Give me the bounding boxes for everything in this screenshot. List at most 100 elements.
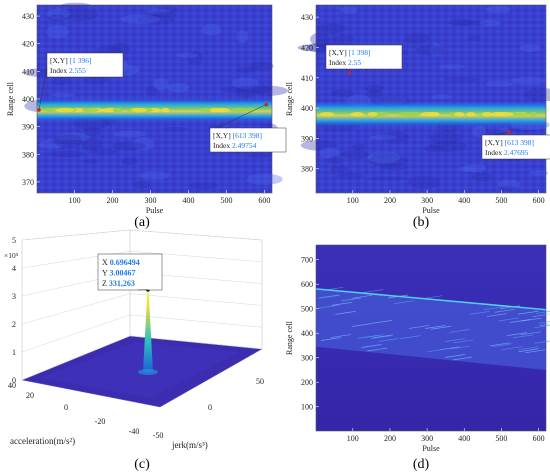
noise-blob <box>121 157 139 165</box>
noise-blob <box>405 32 431 44</box>
band-leading-edge <box>315 288 547 311</box>
band-streak <box>319 294 340 299</box>
datatip-b1-xy-label: [X,Y] <box>329 48 349 57</box>
noise-blob <box>415 44 444 56</box>
noise-blob <box>407 175 441 189</box>
noise-blob <box>81 137 102 151</box>
z-grid <box>21 314 131 353</box>
datatip-a2-xy-label: [X,Y] <box>213 131 233 140</box>
caption-d: (d) <box>413 457 430 472</box>
captions: (a) (b) (c) (d) <box>134 215 429 472</box>
noise-blob <box>499 185 517 191</box>
band-peak <box>350 111 365 117</box>
y-tick-label: 600 <box>301 280 313 289</box>
z-grid <box>129 335 263 350</box>
band-streak <box>518 310 539 315</box>
band-streak <box>494 308 515 313</box>
x-axis-label: Pulse <box>146 206 164 215</box>
noise-blob <box>463 164 487 172</box>
band-streak <box>534 340 550 344</box>
peak-datatip-label: X <box>102 258 110 267</box>
noise-blob <box>485 80 514 87</box>
datatip-b2-index: Index 2.47695 <box>485 148 529 157</box>
band-streak <box>341 297 362 302</box>
x-tick-label: 600 <box>258 196 270 205</box>
band-streak <box>408 325 429 329</box>
band-peak <box>319 111 335 117</box>
x-tick-label: 200 <box>107 196 119 205</box>
plot-frame <box>315 244 547 432</box>
datatip-b2-box <box>481 134 550 160</box>
datatip-b1-index: Index 2.55 <box>329 58 361 67</box>
band-streak <box>362 344 383 349</box>
z-grid <box>129 293 263 306</box>
band-streak <box>318 304 339 309</box>
caption-b: (b) <box>413 215 430 230</box>
noise-blob <box>88 149 120 155</box>
noise-blob <box>485 6 511 14</box>
noise-blob <box>380 163 409 171</box>
noise-blob <box>369 134 397 140</box>
noise-blob <box>24 68 53 77</box>
x-tick-label: 500 <box>495 434 507 443</box>
band-streak <box>400 335 421 339</box>
noise-blob <box>330 165 349 174</box>
x-tick-label: 400 <box>458 434 470 443</box>
noise-blob <box>336 172 364 180</box>
y-tick-label: 380 <box>22 150 34 159</box>
band-peak <box>245 107 255 113</box>
z-tick-label: 0 <box>12 376 16 385</box>
x-tick-label: 300 <box>421 196 433 205</box>
datatip-a1-xy-value: [1 396] <box>70 56 92 65</box>
x-tick-label: 100 <box>347 434 359 443</box>
band-streak <box>449 329 470 333</box>
noise-blob <box>328 156 343 165</box>
band-streak <box>486 313 507 317</box>
y-axis-label: Range cell <box>6 81 15 116</box>
band-peak <box>495 111 514 117</box>
noise-blob <box>523 88 550 102</box>
band-streak <box>430 325 452 330</box>
y-tick-label: 500 <box>301 305 313 314</box>
noise-blob <box>38 139 64 150</box>
y-tick-label: 430 <box>22 12 34 21</box>
noise-blob <box>82 158 100 164</box>
x-tick-label: 200 <box>384 196 396 205</box>
y-tick-label: 200 <box>301 378 313 387</box>
band-streak <box>469 311 490 315</box>
band-peak <box>209 107 221 113</box>
datatip-a2-index-value: 2.49754 <box>232 141 257 150</box>
noise-blob <box>367 151 401 164</box>
noise-blob <box>247 153 272 159</box>
y-tick-label: 370 <box>22 178 34 187</box>
band-peak <box>161 107 170 113</box>
band-streak <box>372 334 393 339</box>
band-peak <box>230 107 247 113</box>
datatip-a1-index-value: 2.555 <box>69 66 86 75</box>
y-tick-label: 420 <box>301 43 313 52</box>
datatip-a2-marker <box>264 102 269 107</box>
noise-blob <box>112 141 146 151</box>
band-peak <box>130 107 148 113</box>
noise-blob <box>246 173 283 185</box>
y-tick-label: 390 <box>301 134 313 143</box>
noise-blob <box>110 42 131 55</box>
jerk-tick-label: -50 <box>153 431 164 440</box>
noise-blob <box>497 179 521 189</box>
z-tick-label: 2 <box>12 320 16 329</box>
datatip-a1-index-label: Index <box>50 66 69 75</box>
datatip-a1-xy-label: [X,Y] <box>50 56 70 65</box>
panel-a: 100 200 300 400 500 600 370 380 390 400 410 420 430 P… <box>6 2 288 215</box>
y-tick-label: 420 <box>22 40 34 49</box>
acc-tick-label: 40 <box>8 381 16 390</box>
noise-blob <box>467 35 482 42</box>
band-streak <box>538 321 550 324</box>
peak-spike <box>143 291 153 372</box>
peak-datatip-value: 331,263 <box>109 279 135 288</box>
noise-blob <box>367 89 382 99</box>
noise-blob <box>161 126 188 132</box>
band-streak <box>444 354 465 358</box>
surface-floor-shade <box>40 342 240 398</box>
y-tick-label: 400 <box>22 95 34 104</box>
